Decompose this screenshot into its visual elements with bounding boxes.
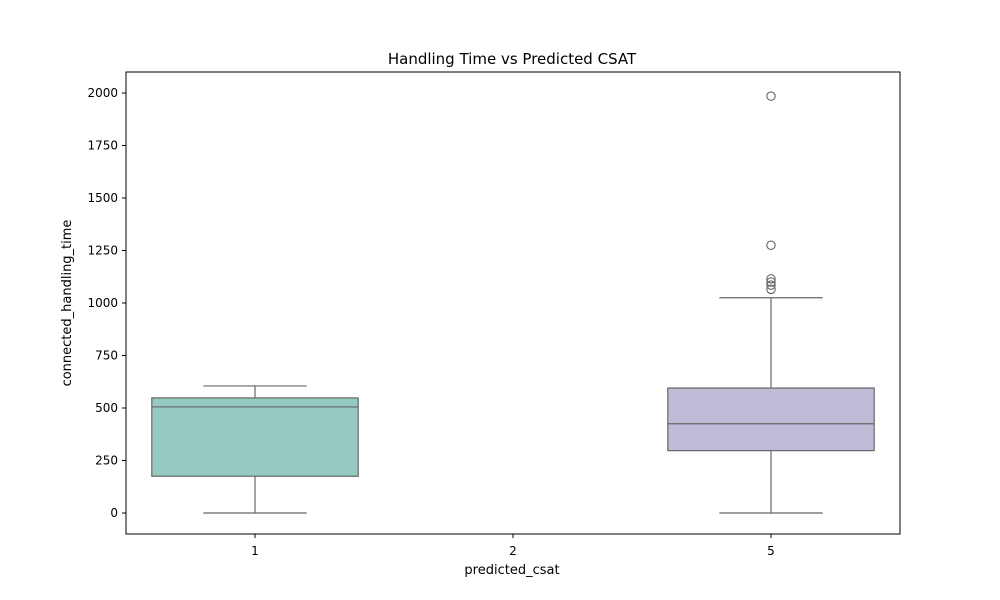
plot-frame xyxy=(125,71,901,535)
x-tick-label: 1 xyxy=(251,544,259,558)
y-tick-label: 0 xyxy=(110,506,118,520)
y-tick-label: 2000 xyxy=(87,86,118,100)
y-tick-label: 500 xyxy=(95,401,118,415)
x-axis: 1 2 5 xyxy=(251,534,775,558)
y-tick-label: 250 xyxy=(95,454,118,468)
outlier-point xyxy=(766,240,776,251)
outlier-point xyxy=(766,277,776,287)
plot-area xyxy=(151,91,875,514)
y-tick-label: 1250 xyxy=(87,244,118,258)
x-axis-label: predicted_csat xyxy=(464,563,559,578)
y-axis-label: connected_handling_time xyxy=(60,220,75,387)
outlier-point xyxy=(766,274,776,284)
box-group-5 xyxy=(667,91,875,514)
y-tick-label: 750 xyxy=(95,349,118,363)
outlier-point xyxy=(766,284,776,295)
iqr-box xyxy=(667,387,875,452)
outlier-point xyxy=(766,91,776,101)
chart-title: Handling Time vs Predicted CSAT xyxy=(388,50,637,68)
y-tick-label: 1750 xyxy=(87,139,118,153)
box-group-1 xyxy=(151,385,359,514)
x-tick-label: 5 xyxy=(767,544,775,558)
iqr-box xyxy=(151,397,359,477)
outlier-point xyxy=(766,280,776,290)
y-tick-label: 1000 xyxy=(87,296,118,310)
y-axis: 0 250 500 750 1000 1250 1500 1750 2000 xyxy=(87,86,126,520)
y-tick-label: 1500 xyxy=(87,191,118,205)
x-tick-label: 2 xyxy=(509,544,517,558)
